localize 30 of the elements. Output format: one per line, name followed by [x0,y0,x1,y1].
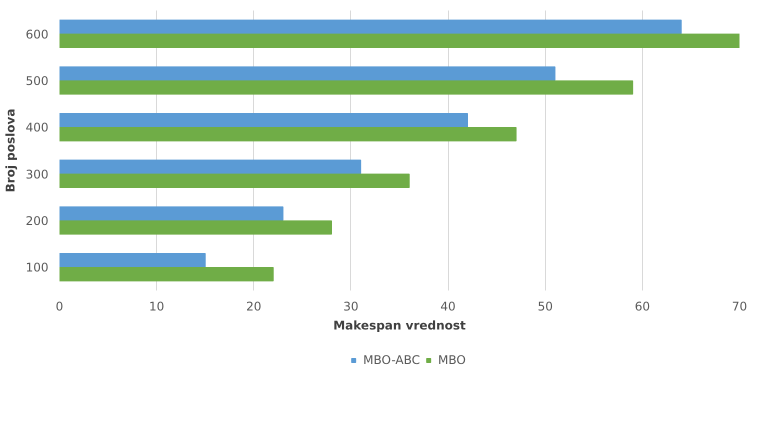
x-tick-label: 60 [634,300,650,314]
bar [60,113,468,128]
y-tick-label: 100 [26,260,48,275]
bar [60,220,332,235]
bar [60,174,410,188]
bar [60,160,362,174]
x-tick-label: 30 [343,300,359,314]
bar [60,127,517,142]
y-tick-label: 400 [26,120,48,135]
bar [60,66,556,81]
y-tick-label: 600 [26,27,48,42]
x-tick-label: 10 [149,300,164,314]
x-tick-label: 70 [732,300,748,314]
x-tick-label: 50 [538,300,553,314]
legend-label: MBO-ABC [363,353,420,367]
bar [60,80,634,95]
x-tick-label: 40 [440,300,456,314]
bar [60,267,274,282]
y-axis-title: Broj poslova [4,108,18,192]
legend-label: MBO [438,353,466,367]
bar [60,20,682,34]
bar [60,206,284,221]
y-tick-label: 200 [26,214,48,228]
bar [60,253,206,268]
y-tick-label: 300 [26,167,48,182]
x-axis-title: Makespan vrednost [333,318,466,332]
x-tick-label: 20 [246,300,262,314]
y-tick-label: 500 [26,74,48,88]
bar [60,34,740,48]
x-tick-label: 0 [56,300,64,314]
